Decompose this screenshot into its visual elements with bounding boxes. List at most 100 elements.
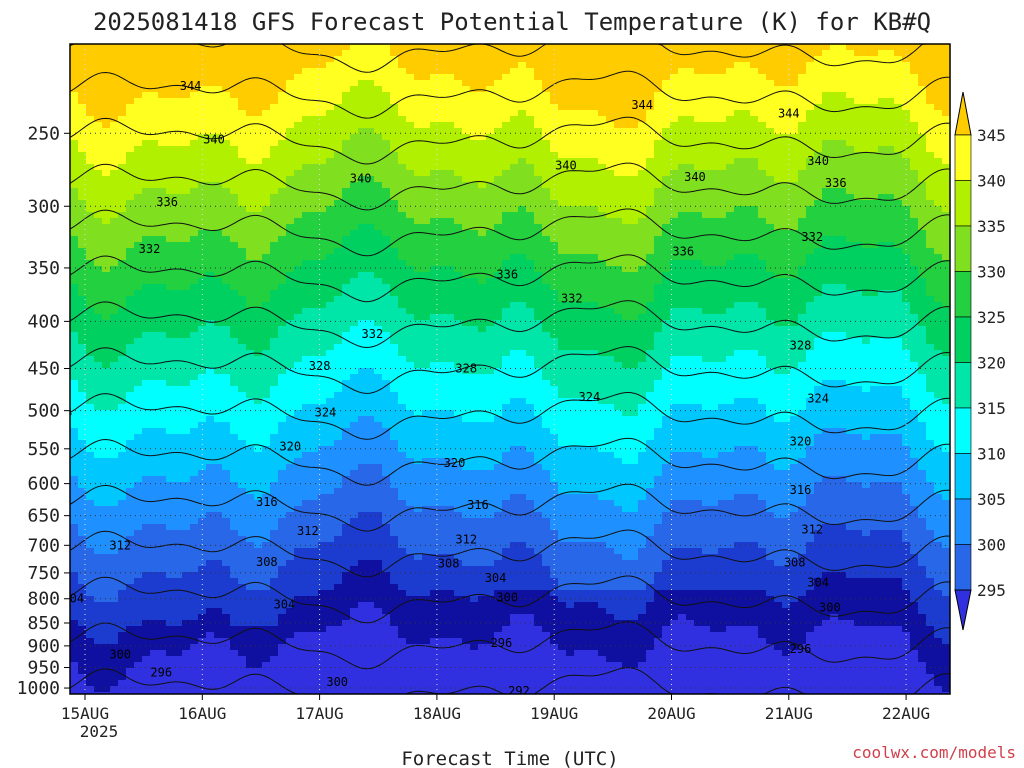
field-cell: [94, 110, 103, 117]
field-cell: [254, 272, 263, 279]
field-cell: [374, 218, 383, 225]
field-cell: [166, 176, 175, 183]
field-cell: [206, 560, 215, 567]
field-cell: [134, 440, 143, 447]
field-cell: [334, 284, 343, 291]
field-cell: [254, 110, 263, 117]
field-cell: [134, 344, 143, 351]
field-cell: [238, 530, 247, 537]
field-cell: [398, 218, 407, 225]
field-cell: [86, 230, 95, 237]
field-cell: [318, 206, 327, 213]
field-cell: [278, 662, 287, 669]
field-cell: [70, 656, 79, 663]
field-cell: [286, 608, 295, 615]
field-cell: [222, 464, 231, 471]
field-cell: [406, 614, 415, 621]
field-cell: [190, 122, 199, 129]
field-cell: [302, 434, 311, 441]
field-cell: [78, 512, 87, 519]
field-cell: [222, 206, 231, 213]
field-cell: [310, 410, 319, 417]
field-cell: [86, 530, 95, 537]
field-cell: [310, 692, 319, 694]
field-cell: [350, 416, 359, 423]
field-cell: [382, 476, 391, 483]
field-cell: [262, 314, 271, 321]
field-cell: [366, 254, 375, 261]
field-cell: [294, 566, 303, 573]
field-cell: [414, 464, 423, 471]
field-cell: [414, 578, 423, 585]
field-cell: [246, 392, 255, 399]
field-cell: [406, 554, 415, 561]
field-cell: [398, 80, 407, 87]
field-cell: [126, 284, 135, 291]
field-cell: [294, 212, 303, 219]
field-cell: [238, 542, 247, 549]
field-cell: [142, 278, 151, 285]
field-cell: [422, 284, 431, 291]
field-cell: [406, 98, 415, 105]
field-cell: [422, 50, 431, 57]
field-cell: [422, 260, 431, 267]
field-cell: [222, 458, 231, 465]
field-cell: [414, 158, 423, 165]
field-cell: [334, 218, 343, 225]
field-cell: [366, 356, 375, 363]
field-cell: [126, 140, 135, 147]
field-cell: [326, 626, 335, 633]
field-cell: [350, 428, 359, 435]
field-cell: [238, 242, 247, 249]
field-cell: [278, 350, 287, 357]
field-cell: [102, 602, 111, 609]
field-cell: [430, 410, 439, 417]
field-cell: [342, 80, 351, 87]
field-cell: [190, 500, 199, 507]
field-cell: [246, 578, 255, 585]
field-cell: [286, 50, 295, 57]
field-cell: [430, 488, 439, 495]
field-cell: [262, 254, 271, 261]
field-cell: [134, 638, 143, 645]
field-cell: [126, 212, 135, 219]
field-cell: [342, 470, 351, 477]
field-cell: [302, 596, 311, 603]
field-cell: [398, 416, 407, 423]
field-cell: [278, 188, 287, 195]
field-cell: [382, 206, 391, 213]
field-cell: [238, 194, 247, 201]
field-cell: [86, 680, 95, 687]
field-cell: [246, 248, 255, 255]
field-cell: [422, 614, 431, 621]
field-cell: [110, 560, 119, 567]
field-cell: [270, 506, 279, 513]
field-cell: [222, 212, 231, 219]
field-cell: [222, 380, 231, 387]
field-cell: [326, 530, 335, 537]
field-cell: [366, 164, 375, 171]
field-cell: [126, 470, 135, 477]
field-cell: [206, 572, 215, 579]
field-cell: [342, 692, 351, 694]
field-cell: [206, 326, 215, 333]
field-cell: [278, 236, 287, 243]
field-cell: [206, 458, 215, 465]
field-cell: [262, 518, 271, 525]
field-cell: [182, 344, 191, 351]
field-cell: [102, 548, 111, 555]
field-cell: [270, 152, 279, 159]
field-cell: [182, 146, 191, 153]
field-cell: [70, 176, 79, 183]
field-cell: [158, 392, 167, 399]
field-cell: [334, 182, 343, 189]
field-cell: [374, 284, 383, 291]
field-cell: [230, 650, 239, 657]
field-cell: [78, 644, 87, 651]
field-cell: [126, 692, 135, 694]
field-cell: [270, 116, 279, 123]
field-cell: [94, 560, 103, 567]
field-cell: [246, 356, 255, 363]
field-cell: [262, 506, 271, 513]
field-cell: [126, 392, 135, 399]
